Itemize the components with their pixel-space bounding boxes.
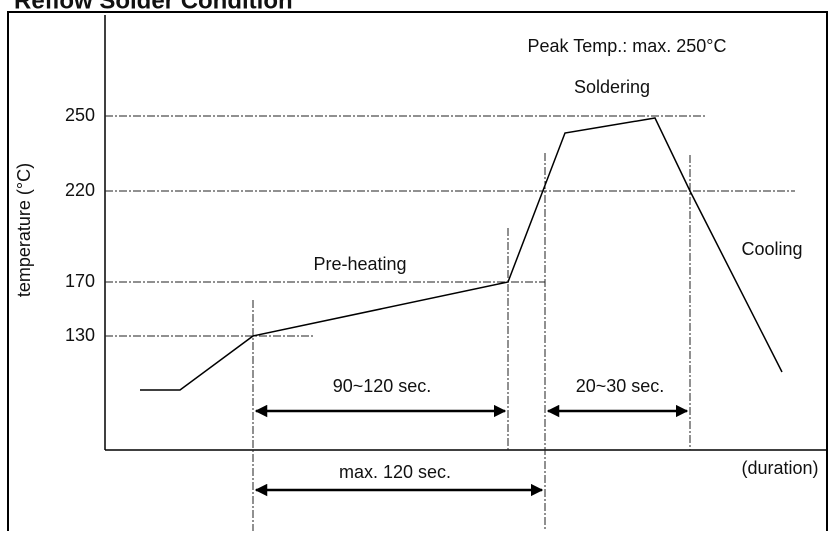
tick-label: 220: [65, 180, 95, 200]
span-label: 90~120 sec.: [333, 376, 432, 396]
annotation: Peak Temp.: max. 250°C: [528, 36, 727, 56]
x-label: (duration): [741, 458, 818, 478]
annotation: Soldering: [574, 77, 650, 97]
tick-label: 170: [65, 271, 95, 291]
tick-label: 250: [65, 105, 95, 125]
annotation: Cooling: [741, 239, 802, 259]
tick-label: 130: [65, 325, 95, 345]
span-label: 20~30 sec.: [576, 376, 665, 396]
profile-curve: [140, 117, 783, 391]
frame: [7, 11, 828, 533]
annotation: Pre-heating: [313, 254, 406, 274]
title: Reflow Solder Condition: [14, 0, 293, 14]
guides: [105, 115, 795, 531]
y-label: temperature (°C): [14, 163, 34, 297]
span-label: max. 120 sec.: [339, 462, 451, 482]
